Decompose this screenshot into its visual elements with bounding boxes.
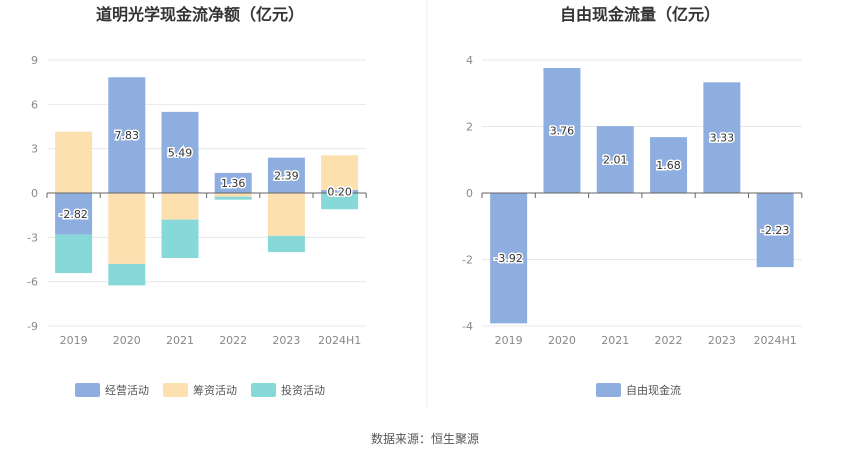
bar [108, 263, 146, 286]
x-tick-label: 2019 [60, 334, 88, 347]
y-tick-label: 4 [466, 54, 473, 67]
data-label: 0.20 [327, 186, 352, 199]
bar [55, 234, 93, 274]
free-cashflow-chart: 自由现金流量（亿元） 4 2 0 -2 -4 -3.92 3.76 2.01 1.68 3.33 -2… [462, 5, 803, 397]
cashflow-chart: 道明光学现金流净额（亿元） 9 6 3 0 -3 -6 -9 -2.82 7.83 5.49 1.36… [27, 5, 367, 397]
bar [214, 172, 252, 193]
bar [267, 157, 305, 193]
chart-title: 自由现金流量（亿元） [560, 5, 720, 24]
bar [321, 190, 359, 193]
bar [55, 193, 93, 235]
bar [214, 193, 252, 197]
data-label: 7.83 [115, 129, 140, 142]
y-tick-label: 9 [31, 54, 38, 67]
data-label: 2.01 [603, 154, 628, 167]
bar [55, 131, 93, 193]
data-label: 3.33 [710, 132, 735, 145]
x-tick-label: 2024H1 [754, 334, 797, 347]
y-tick-label: 6 [31, 98, 38, 111]
legend-label: 筹资活动 [193, 383, 237, 397]
bar [703, 82, 741, 193]
bar [214, 196, 252, 200]
data-label: 3.76 [550, 124, 575, 137]
y-tick-label: -3 [27, 231, 38, 244]
x-tick-label: 2019 [495, 334, 523, 347]
bar [161, 111, 199, 193]
y-tick-label: -2 [462, 254, 473, 267]
bar [267, 235, 305, 253]
x-tick-label: 2020 [113, 334, 141, 347]
legend-label: 自由现金流 [626, 383, 681, 397]
x-tick-label: 2024H1 [318, 334, 361, 347]
bar [161, 193, 199, 220]
x-tick-label: 2021 [166, 334, 194, 347]
y-tick-label: -9 [27, 320, 38, 333]
bar [490, 193, 528, 324]
bar [108, 77, 146, 193]
bar [321, 193, 359, 210]
bar [543, 67, 581, 193]
y-tick-label: 2 [466, 121, 473, 134]
bar [161, 219, 199, 259]
data-label: -2.23 [761, 224, 789, 237]
x-tick-label: 2021 [601, 334, 629, 347]
y-tick-label: -4 [462, 320, 473, 333]
data-label: 1.68 [656, 159, 681, 172]
data-label: 5.49 [168, 146, 193, 159]
legend-swatch [75, 383, 100, 397]
legend-swatch [163, 383, 188, 397]
legend-label: 经营活动 [105, 383, 149, 397]
legend-swatch [251, 383, 276, 397]
bar [596, 126, 634, 193]
bar [267, 193, 305, 236]
data-label: -2.82 [59, 208, 87, 221]
data-label: 1.36 [221, 177, 246, 190]
legend-swatch [596, 383, 621, 397]
x-tick-label: 2022 [219, 334, 247, 347]
x-tick-label: 2023 [272, 334, 300, 347]
bar [650, 137, 688, 193]
data-label: 2.39 [274, 169, 299, 182]
y-tick-label: 0 [31, 187, 38, 200]
x-tick-label: 2022 [655, 334, 683, 347]
bar [321, 155, 359, 191]
bar [756, 193, 794, 268]
x-tick-label: 2020 [548, 334, 576, 347]
x-tick-label: 2023 [708, 334, 736, 347]
y-tick-label: 3 [31, 143, 38, 156]
y-tick-label: 0 [466, 187, 473, 200]
legend-label: 投资活动 [281, 383, 325, 397]
bar [108, 193, 146, 264]
data-source: 数据来源：恒生聚源 [371, 431, 479, 446]
data-label: -3.92 [494, 252, 522, 265]
y-tick-label: -6 [27, 276, 38, 289]
chart-title: 道明光学现金流净额（亿元） [96, 5, 304, 24]
